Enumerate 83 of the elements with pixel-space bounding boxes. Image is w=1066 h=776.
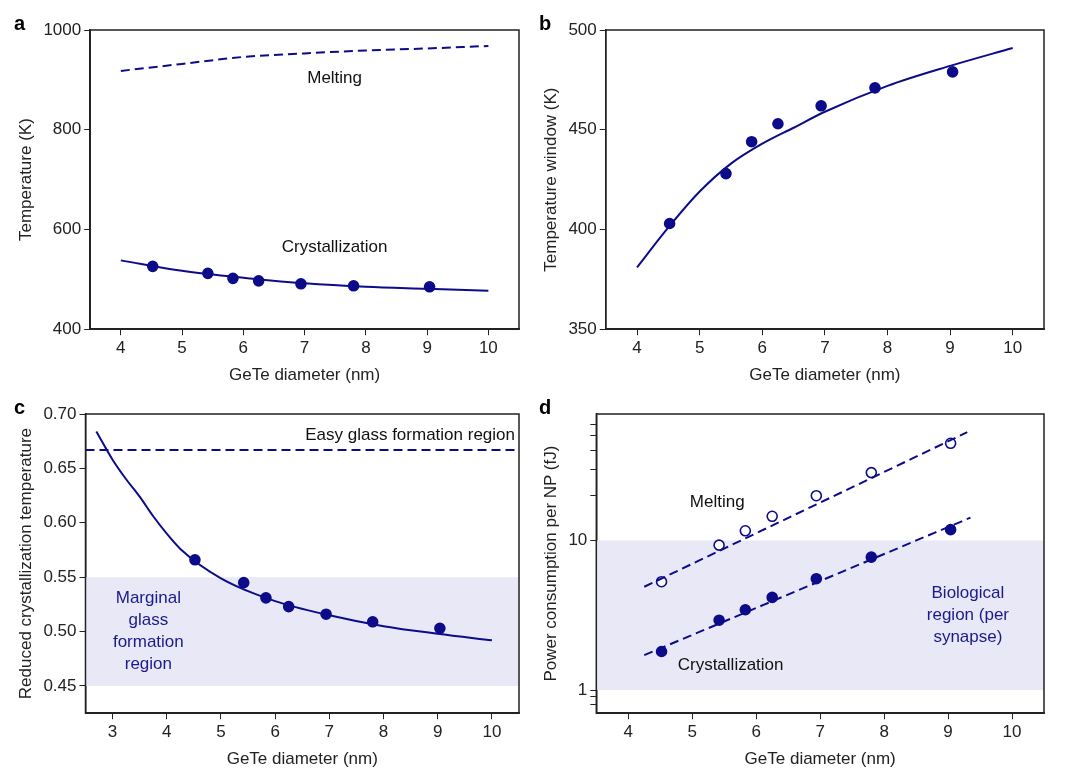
y-axis-title: Power consumption per NP (fJ) xyxy=(540,445,560,682)
x-tick-label: 7 xyxy=(299,338,310,358)
y-tick-label: 400 xyxy=(52,318,82,338)
x-tick-label: 9 xyxy=(422,338,432,358)
x-tick-label: 9 xyxy=(945,338,955,358)
y-tick-label: 0.55 xyxy=(43,566,77,586)
y-tick-label: 600 xyxy=(52,219,82,239)
band-label: Biological region (per synapse) xyxy=(926,582,1010,646)
x-tick-label: 10 xyxy=(478,338,498,358)
x-tick-label: 10 xyxy=(482,722,502,742)
y-tick-label: 0.70 xyxy=(43,403,77,423)
series-label: Melting xyxy=(689,491,745,511)
y-tick-label: 1000 xyxy=(43,19,82,39)
x-tick-label: 9 xyxy=(943,722,953,742)
y-tick-label: 400 xyxy=(568,219,597,239)
y-tick-label: 10 xyxy=(568,530,588,550)
y-axis-title: Reduced crystallization temperature xyxy=(15,428,35,700)
x-tick-label: 7 xyxy=(815,722,825,742)
y-axis-title: Temperature (K) xyxy=(15,118,35,242)
line-series xyxy=(636,46,1014,269)
point xyxy=(766,510,778,523)
series-label: Crystallization xyxy=(281,236,388,256)
y-tick-label: 0.65 xyxy=(43,458,77,478)
point xyxy=(713,614,725,626)
point xyxy=(237,576,250,589)
x-tick-label: 4 xyxy=(162,722,172,742)
x-tick-label: 6 xyxy=(751,722,761,742)
x-tick-label: 8 xyxy=(378,722,389,742)
x-tick-label: 8 xyxy=(879,722,889,742)
point xyxy=(434,622,446,635)
band-label: Marginal glass formation region xyxy=(112,588,184,674)
point xyxy=(865,551,878,563)
x-axis-title: GeTe diameter (nm) xyxy=(229,365,381,385)
series-label: Melting xyxy=(307,67,363,87)
chart-title: a xyxy=(14,11,26,34)
y-tick-label: 800 xyxy=(52,119,82,139)
x-tick-label: 4 xyxy=(623,722,634,742)
y-axis-title: Temperature window (K) xyxy=(540,87,560,272)
x-tick-label: 4 xyxy=(632,338,642,358)
point xyxy=(944,523,957,536)
x-tick-label: 7 xyxy=(324,722,335,742)
x-tick-label: 10 xyxy=(1003,338,1023,358)
x-tick-label: 8 xyxy=(361,338,371,358)
x-axis-title: GeTe diameter (nm) xyxy=(744,749,896,769)
x-tick-label: 6 xyxy=(238,338,249,358)
x-tick-label: 5 xyxy=(177,338,187,358)
x-tick-label: 8 xyxy=(882,338,893,358)
x-axis-title: GeTe diameter (nm) xyxy=(226,749,378,769)
point xyxy=(739,524,752,537)
point xyxy=(946,66,959,78)
ref-line-label: Easy glass formation region xyxy=(305,425,515,445)
point xyxy=(713,539,725,551)
x-tick-label: 4 xyxy=(116,338,126,358)
y-tick-label: 500 xyxy=(568,19,597,39)
y-tick-label: 0.60 xyxy=(43,512,77,532)
x-axis-title: GeTe diameter (nm) xyxy=(749,365,901,385)
chart-title: c xyxy=(14,395,26,418)
x-tick-label: 5 xyxy=(216,722,226,742)
chart-title: d xyxy=(539,395,552,418)
point xyxy=(865,466,878,479)
x-tick-label: 5 xyxy=(694,338,705,358)
y-tick-label: 0.50 xyxy=(43,621,77,641)
point xyxy=(772,117,784,130)
line-series xyxy=(119,44,490,72)
point xyxy=(810,489,823,502)
x-tick-label: 5 xyxy=(687,722,697,742)
y-tick-label: 350 xyxy=(568,318,597,338)
x-tick-label: 10 xyxy=(1002,722,1022,742)
x-tick-label: 3 xyxy=(107,722,118,742)
point xyxy=(745,135,758,148)
x-tick-label: 6 xyxy=(757,338,768,358)
line-series xyxy=(119,259,490,292)
y-tick-label: 1 xyxy=(577,679,588,699)
point xyxy=(739,603,752,616)
x-tick-label: 7 xyxy=(820,338,830,358)
y-tick-label: 450 xyxy=(568,119,597,139)
y-tick-label: 0.45 xyxy=(43,675,77,695)
point xyxy=(766,591,778,604)
point xyxy=(815,100,827,112)
x-tick-label: 9 xyxy=(432,722,443,742)
chart-title: b xyxy=(539,11,552,34)
series-label: Crystallization xyxy=(677,655,784,675)
x-tick-label: 6 xyxy=(270,722,280,742)
